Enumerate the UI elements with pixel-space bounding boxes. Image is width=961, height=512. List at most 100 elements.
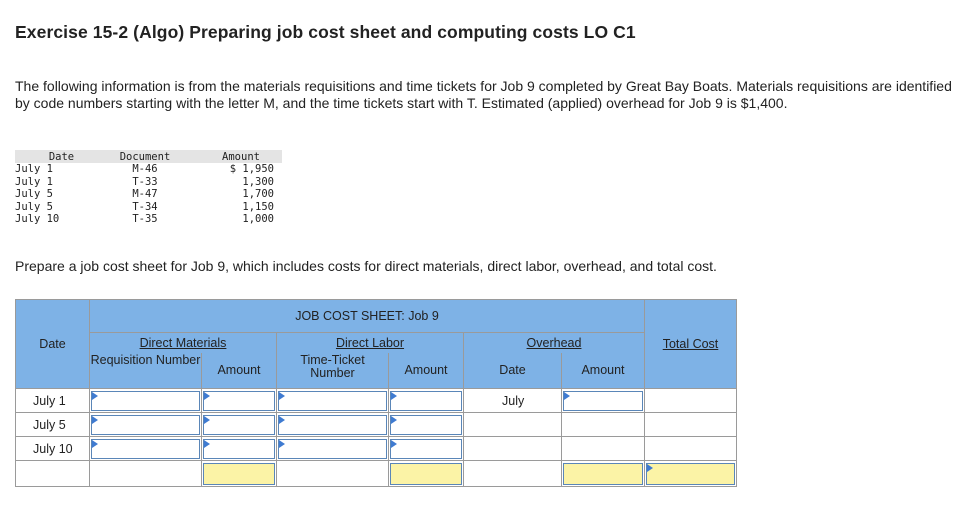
dl-ticket-cell bbox=[276, 388, 389, 413]
oh-amount-cell bbox=[561, 436, 645, 461]
jcs-oh-amount-header: Amount bbox=[561, 352, 645, 389]
jcs-direct-materials-header: Direct Materials bbox=[89, 332, 277, 353]
jcs-overhead-date-header: Date bbox=[463, 352, 562, 389]
dm-requisition-input[interactable] bbox=[91, 438, 200, 459]
dl-ticket-cell bbox=[276, 412, 389, 437]
dm-amount-input[interactable] bbox=[203, 414, 275, 435]
row-date: July 5 bbox=[15, 412, 90, 437]
row-date-label: July 10 bbox=[33, 441, 73, 456]
dm-amount-cell bbox=[201, 412, 277, 437]
job-cost-sheet-table: Date JOB COST SHEET: Job 9 Total Cost Di… bbox=[15, 299, 737, 487]
dropdown-arrow-icon[interactable] bbox=[92, 391, 98, 400]
dl-amount-cell bbox=[388, 412, 464, 437]
dropdown-arrow-icon[interactable] bbox=[647, 463, 653, 472]
table-row: July 5 bbox=[15, 412, 737, 437]
totals-dm-req-cell bbox=[89, 460, 202, 487]
req-date: July 5 bbox=[15, 188, 53, 200]
req-date: July 10 bbox=[15, 213, 60, 225]
jcs-title-row: Date JOB COST SHEET: Job 9 Total Cost bbox=[15, 299, 737, 389]
dm-requisition-cell bbox=[89, 412, 202, 437]
req-amount: 1,150 bbox=[242, 200, 274, 213]
total-dm-input[interactable] bbox=[203, 462, 275, 485]
dropdown-arrow-icon[interactable] bbox=[391, 415, 397, 424]
dm-requisition-cell bbox=[89, 436, 202, 461]
dropdown-arrow-icon[interactable] bbox=[92, 415, 98, 424]
col-date-header: Date bbox=[15, 150, 90, 163]
jcs-total-cost-header: Total Cost bbox=[644, 299, 737, 389]
total-oh-cell bbox=[561, 460, 645, 487]
jcs-direct-labor-header: Direct Labor bbox=[276, 332, 464, 353]
grand-total-input[interactable] bbox=[646, 462, 735, 485]
table-row: July 1 July bbox=[15, 388, 737, 413]
intro-text: The following information is from the ma… bbox=[15, 78, 952, 111]
total-dl-input[interactable] bbox=[390, 462, 462, 485]
oh-date-cell: July bbox=[463, 388, 562, 413]
jcs-dm-amount-header: Amount bbox=[201, 352, 277, 389]
dm-requisition-input[interactable] bbox=[91, 390, 200, 411]
jcs-dl-amount-header: Amount bbox=[388, 352, 464, 389]
req-date: July 1 bbox=[15, 175, 53, 188]
req-doc: M-47 bbox=[132, 188, 158, 200]
total-cost-cell bbox=[644, 388, 737, 413]
dl-ticket-cell bbox=[276, 436, 389, 461]
total-dl-cell bbox=[388, 460, 464, 487]
dl-ticket-input[interactable] bbox=[278, 438, 387, 459]
dl-amount-input[interactable] bbox=[390, 438, 462, 459]
oh-amount-input[interactable] bbox=[563, 390, 643, 411]
overhead-label: Overhead bbox=[526, 335, 582, 350]
dropdown-arrow-icon[interactable] bbox=[204, 415, 210, 424]
dropdown-arrow-icon[interactable] bbox=[279, 415, 285, 424]
requisitions-table: Date Document Amount July 1 M-46 $ 1,950… bbox=[15, 150, 282, 226]
dm-amount-input[interactable] bbox=[203, 438, 275, 459]
totals-date-cell bbox=[15, 460, 90, 487]
table-row: July 1 M-46 $ 1,950 bbox=[15, 163, 282, 176]
req-doc: M-46 bbox=[132, 163, 158, 175]
dl-amount-cell bbox=[388, 388, 464, 413]
dm-requisition-cell bbox=[89, 388, 202, 413]
oh-amount-cell bbox=[561, 388, 645, 413]
oh-amount-cell bbox=[561, 412, 645, 437]
dropdown-arrow-icon[interactable] bbox=[204, 391, 210, 400]
table-row: July 5 M-47 1,700 bbox=[15, 188, 282, 201]
oh-date-label: July bbox=[502, 393, 525, 408]
dm-requisition-input[interactable] bbox=[91, 414, 200, 435]
jcs-date-header: Date bbox=[15, 299, 90, 389]
table-row: July 5 T-34 1,150 bbox=[15, 201, 282, 214]
total-oh-input[interactable] bbox=[563, 462, 643, 485]
req-date: July 1 bbox=[15, 163, 53, 175]
requisitions-header-row: Date Document Amount bbox=[15, 150, 282, 163]
jcs-group-row: Direct Materials Direct Labor Overhead bbox=[16, 332, 737, 353]
totals-row bbox=[15, 460, 737, 487]
dropdown-arrow-icon[interactable] bbox=[391, 439, 397, 448]
req-doc: T-34 bbox=[132, 200, 158, 213]
direct-labor-label: Direct Labor bbox=[335, 335, 405, 350]
dropdown-arrow-icon[interactable] bbox=[391, 391, 397, 400]
dm-amount-cell bbox=[201, 436, 277, 461]
dropdown-arrow-icon[interactable] bbox=[204, 439, 210, 448]
direct-materials-label: Direct Materials bbox=[139, 335, 227, 350]
dl-amount-cell bbox=[388, 436, 464, 461]
table-row: July 1 T-33 1,300 bbox=[15, 176, 282, 189]
table-row: July 10 T-35 1,000 bbox=[15, 213, 282, 226]
grand-total-cell bbox=[644, 460, 737, 487]
dropdown-arrow-icon[interactable] bbox=[279, 391, 285, 400]
dropdown-arrow-icon[interactable] bbox=[92, 439, 98, 448]
dm-amount-input[interactable] bbox=[203, 390, 275, 411]
jcs-time-ticket-number-header: Time-Ticket Number bbox=[276, 352, 389, 389]
instructions-text: Prepare a job cost sheet for Job 9, whic… bbox=[15, 258, 717, 274]
dl-ticket-input[interactable] bbox=[278, 414, 387, 435]
dl-ticket-input[interactable] bbox=[278, 390, 387, 411]
dl-amount-input[interactable] bbox=[390, 390, 462, 411]
req-amount: 1,300 bbox=[242, 175, 274, 188]
totals-oh-date-cell bbox=[463, 460, 562, 487]
dropdown-arrow-icon[interactable] bbox=[279, 439, 285, 448]
oh-date-cell bbox=[463, 436, 562, 461]
total-cost-cell bbox=[644, 436, 737, 461]
jcs-requisition-number-header: Requisition Number bbox=[89, 352, 202, 389]
dl-amount-input[interactable] bbox=[390, 414, 462, 435]
jcs-title: JOB COST SHEET: Job 9 bbox=[89, 299, 645, 333]
col-amount-header: Amount bbox=[200, 150, 282, 163]
row-date: July 1 bbox=[15, 388, 90, 413]
jcs-subheader-row: Requisition Number Amount Time-Ticket Nu… bbox=[16, 352, 737, 389]
dropdown-arrow-icon[interactable] bbox=[564, 391, 570, 400]
